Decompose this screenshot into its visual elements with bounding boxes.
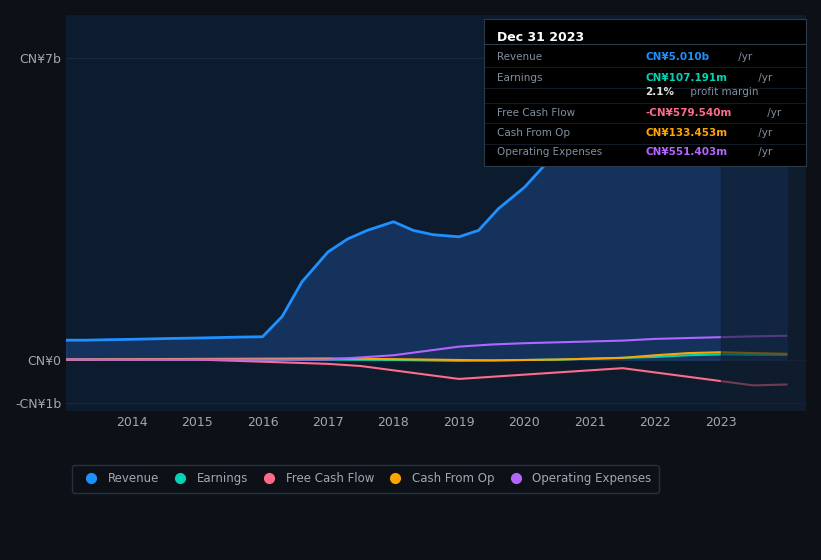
- Legend: Revenue, Earnings, Free Cash Flow, Cash From Op, Operating Expenses: Revenue, Earnings, Free Cash Flow, Cash …: [72, 465, 658, 492]
- Bar: [721, 15, 806, 411]
